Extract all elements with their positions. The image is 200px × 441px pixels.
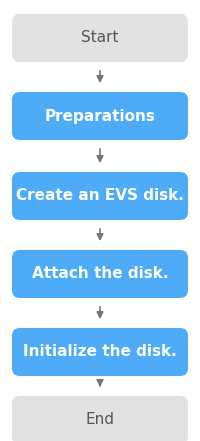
FancyBboxPatch shape xyxy=(12,92,188,140)
FancyBboxPatch shape xyxy=(12,396,188,441)
Text: End: End xyxy=(86,412,114,427)
FancyBboxPatch shape xyxy=(12,172,188,220)
Text: Create an EVS disk.: Create an EVS disk. xyxy=(16,188,184,203)
Text: Attach the disk.: Attach the disk. xyxy=(32,266,168,281)
FancyBboxPatch shape xyxy=(12,328,188,376)
Text: Start: Start xyxy=(81,30,119,45)
FancyBboxPatch shape xyxy=(12,250,188,298)
Text: Initialize the disk.: Initialize the disk. xyxy=(23,344,177,359)
FancyBboxPatch shape xyxy=(12,14,188,62)
Text: Preparations: Preparations xyxy=(45,108,155,123)
